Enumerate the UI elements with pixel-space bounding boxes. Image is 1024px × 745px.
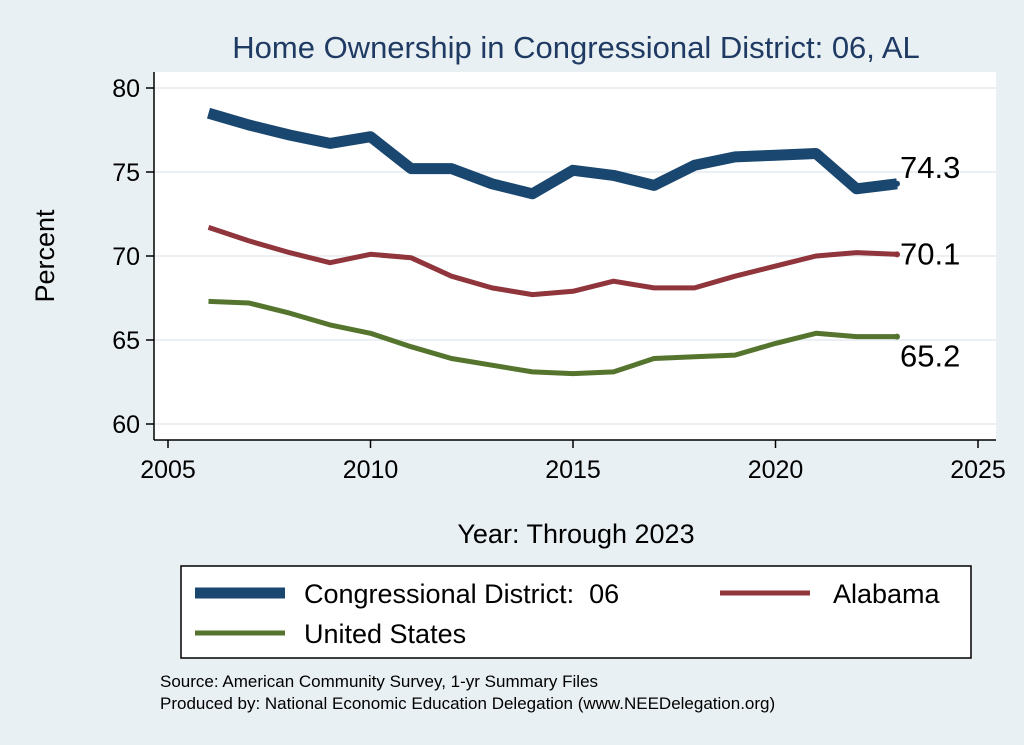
end-label-district: 74.3 [900,150,960,185]
legend: Congressional District: 06 Alabama Unite… [180,565,972,659]
producer-note: Produced by: National Economic Education… [160,694,775,713]
x-tick-label-2005: 2005 [140,456,196,484]
x-tick-label-2020: 2020 [748,456,804,484]
series-line-alabama [207,225,898,298]
source-note: Source: American Community Survey, 1-yr … [160,672,598,691]
x-axis-title: Year: Through 2023 [457,519,694,549]
legend-label-district: Congressional District: 06 [304,579,619,609]
series-end-point-district [894,180,900,187]
chart-title: Home Ownership in Congressional District… [232,30,919,65]
legend-box [180,565,972,659]
legend-label-united-states: United States [304,619,466,649]
y-axis-title: Percent [30,209,60,303]
series-line-united-states [208,298,897,377]
x-tick-label-2025: 2025 [950,456,1006,484]
series-line-district [206,107,898,200]
series-end-point-united-states [894,333,900,340]
y-tick-label-65: 65 [112,327,140,355]
y-tick-label-70: 70 [112,243,140,271]
y-tick-label-80: 80 [112,75,140,103]
end-labels: 74.3 70.1 65.2 [900,150,960,374]
legend-label-alabama: Alabama [833,579,941,609]
y-tick-label-75: 75 [112,159,140,187]
y-tick-label-60: 60 [112,411,140,439]
x-tick-label-2015: 2015 [545,456,601,484]
axes: 60 65 70 75 80 2005 2010 2015 2020 2025 [112,72,1006,484]
x-tick-label-2010: 2010 [343,456,399,484]
end-label-alabama: 70.1 [900,236,960,271]
data-series [206,107,900,377]
series-end-point-alabama [894,251,900,258]
end-label-united-states: 65.2 [900,339,960,374]
